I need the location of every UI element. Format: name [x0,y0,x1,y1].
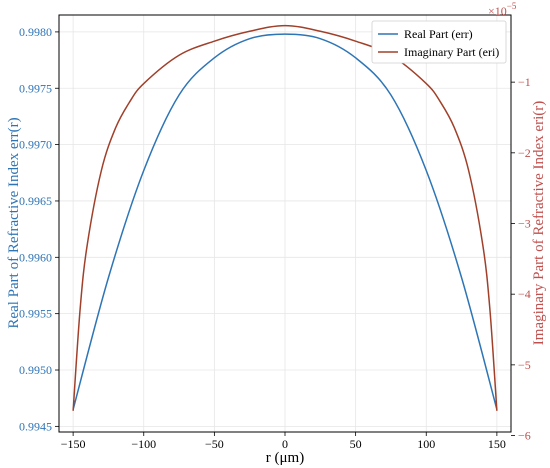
x-axis: −150 −100 −50 0 50 100 150 [61,432,506,451]
left-axis-label: Real Part of Refractive Index err(r) [6,117,22,328]
legend-label-real: Real Part (err) [404,27,473,41]
legend: Real Part (err) Imaginary Part (eri) [371,20,507,64]
left-tick-label-3: 0.9960 [19,250,52,264]
x-tick-label-0: −150 [61,437,86,451]
x-tick-label-3: 0 [282,437,288,451]
left-tick-label-6: 0.9975 [19,81,52,95]
right-tick-label-0: −1 [518,75,531,89]
right-axis: −1 −2 −3 −4 −5 −6 [511,75,531,443]
legend-box [371,20,507,64]
right-tick-label-3: −4 [518,287,531,301]
series-line-real [72,33,498,410]
right-tick-label-4: −5 [518,358,531,372]
right-axis-label: Imaginary Part of Refractive Index eri(r… [531,101,547,345]
x-tick-label-1: −100 [131,437,156,451]
left-axis: 0.9945 0.9950 0.9955 0.9960 0.9965 0.9970 0.99… [19,25,59,433]
series-line-imaginary [72,24,498,411]
left-tick-label-0: 0.9945 [19,419,52,433]
right-tick-label-2: −3 [518,217,531,231]
grid [59,15,511,432]
legend-label-imaginary: Imaginary Part (eri) [404,45,499,59]
right-tick-label-1: −2 [518,146,531,160]
plot-area [72,24,498,411]
x-tick-label-4: 50 [350,437,362,451]
x-tick-label-6: 150 [488,437,506,451]
x-axis-label: r (μm) [266,450,304,466]
right-axis-multiplier-exponent: −5 [507,1,517,11]
left-tick-label-7: 0.9980 [19,25,52,39]
x-tick-label-2: −50 [205,437,224,451]
left-tick-label-5: 0.9970 [19,138,52,152]
left-tick-label-1: 0.9950 [19,363,52,377]
left-tick-label-2: 0.9955 [19,307,52,321]
x-tick-label-5: 100 [417,437,435,451]
right-axis-multiplier: ×10−5 [488,1,517,18]
left-tick-label-4: 0.9965 [19,194,52,208]
right-axis-multiplier-base: ×10 [488,4,507,18]
right-tick-label-5: −6 [518,429,531,443]
